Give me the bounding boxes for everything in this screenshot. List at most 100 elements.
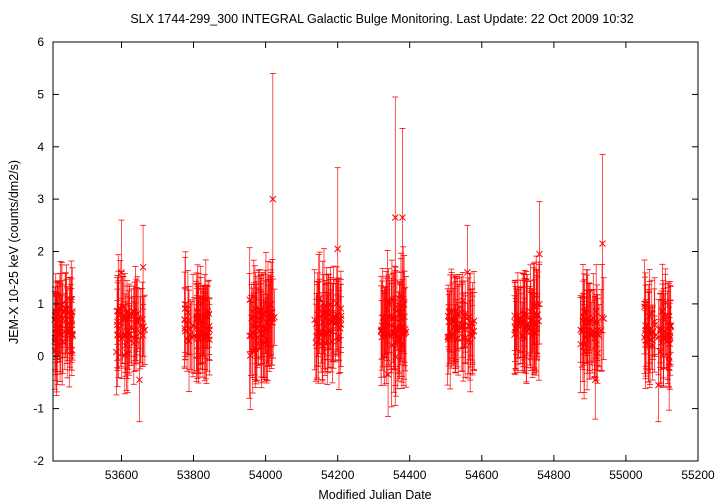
data-point xyxy=(250,259,258,334)
data-point xyxy=(514,272,522,359)
plot-frame xyxy=(52,41,699,462)
data-point xyxy=(202,292,210,380)
data-point-highlight xyxy=(464,224,471,321)
x-axis: 53600 53800 54000 54200 54400 54600 54800 55000… xyxy=(105,42,715,482)
x-tick-label: 53600 xyxy=(105,468,139,482)
data-point xyxy=(666,281,674,390)
data-point xyxy=(330,278,337,361)
data-point xyxy=(464,302,472,379)
data-point xyxy=(526,285,533,366)
x-tick-label: 54800 xyxy=(537,468,571,482)
data-point xyxy=(657,299,665,387)
y-axis-title: JEM-X 10-25 keV (counts/dm2/s) xyxy=(7,160,21,344)
x-tick-label: 54600 xyxy=(465,468,499,482)
data-point xyxy=(593,284,601,361)
y-tick-label: -1 xyxy=(33,402,44,416)
data-point xyxy=(450,288,458,367)
data-point xyxy=(388,282,395,408)
data-point xyxy=(68,267,76,356)
x-tick-label: 54200 xyxy=(321,468,355,482)
data-point xyxy=(336,283,344,373)
data-point xyxy=(329,299,336,384)
data-point xyxy=(582,310,590,364)
data-point-highlight xyxy=(665,324,673,389)
data-point-highlight xyxy=(591,340,599,420)
data-point xyxy=(642,272,649,389)
y-tick-label: 6 xyxy=(37,35,44,49)
data-point xyxy=(113,308,120,396)
data-point-highlight xyxy=(536,201,543,307)
data-point xyxy=(251,296,259,376)
data-point xyxy=(203,285,210,384)
data-point xyxy=(641,259,648,355)
data-point xyxy=(123,314,130,391)
data-point xyxy=(122,301,130,335)
data-point xyxy=(54,282,62,386)
data-point xyxy=(470,292,478,371)
data-point xyxy=(206,303,213,376)
data-point xyxy=(195,282,202,384)
data-point xyxy=(535,261,543,381)
data-point xyxy=(600,277,608,360)
data-point xyxy=(257,275,264,349)
data-point xyxy=(378,280,386,371)
y-tick-label: 5 xyxy=(37,87,44,101)
data-point xyxy=(140,296,147,357)
data-point-highlight xyxy=(599,154,606,334)
data-point xyxy=(63,264,70,354)
y-tick-label: 0 xyxy=(37,349,44,363)
data-point xyxy=(182,251,189,358)
data-point xyxy=(116,260,124,356)
data-point-highlight xyxy=(139,224,147,310)
data-point xyxy=(645,292,652,383)
data-point xyxy=(646,269,653,364)
data-point-highlight xyxy=(399,127,406,307)
data-point xyxy=(184,270,192,356)
data-point-highlight xyxy=(269,73,277,326)
data-point xyxy=(667,285,675,366)
data-point xyxy=(260,273,268,380)
data-point xyxy=(324,294,332,374)
data-point-highlight xyxy=(334,167,342,331)
y-tick-label: 3 xyxy=(37,192,44,206)
data-point xyxy=(592,264,600,359)
data-point xyxy=(377,285,385,378)
data-point xyxy=(530,262,538,375)
data-point xyxy=(398,284,405,352)
data-point xyxy=(444,304,452,375)
data-point-highlight xyxy=(391,96,399,339)
y-tick-label: 4 xyxy=(37,140,44,154)
data-point-highlight xyxy=(118,219,125,326)
data-point xyxy=(649,306,657,357)
data-point xyxy=(462,311,470,364)
data-point xyxy=(263,293,271,364)
x-axis-title: Modified Julian Date xyxy=(318,488,431,502)
data-point-highlight xyxy=(655,347,662,423)
data-point xyxy=(68,323,76,376)
data-point xyxy=(333,266,341,341)
data-point xyxy=(125,297,133,374)
data-point xyxy=(445,294,453,350)
data-layer xyxy=(51,73,675,423)
data-point xyxy=(511,280,518,351)
data-point xyxy=(114,282,121,388)
data-point xyxy=(315,297,322,367)
x-tick-label: 55000 xyxy=(609,468,643,482)
data-point xyxy=(181,288,189,369)
x-tick-label: 54000 xyxy=(249,468,283,482)
data-point xyxy=(458,283,466,372)
data-point-highlight xyxy=(384,332,392,417)
x-tick-label: 53800 xyxy=(177,468,211,482)
y-tick-label: 2 xyxy=(37,245,44,259)
data-point xyxy=(656,293,664,364)
data-point xyxy=(578,295,586,368)
data-point xyxy=(319,301,326,382)
y-tick-label: 1 xyxy=(37,297,44,311)
data-point xyxy=(520,286,528,374)
data-point xyxy=(189,273,197,378)
data-point xyxy=(527,264,534,359)
y-tick-label: -2 xyxy=(33,454,44,468)
data-point xyxy=(194,288,201,338)
data-point xyxy=(650,288,658,355)
